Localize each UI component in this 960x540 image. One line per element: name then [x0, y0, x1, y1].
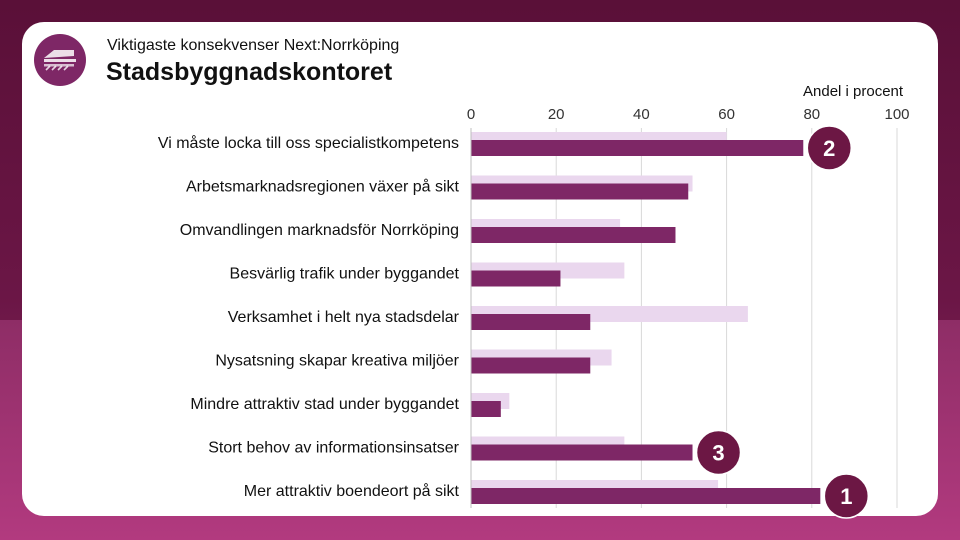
rank-badge-number: 3 — [712, 441, 724, 466]
rank-badge-number: 1 — [840, 484, 852, 509]
bar-value — [471, 357, 591, 374]
x-tick-label: 40 — [633, 106, 650, 123]
bar-value — [471, 270, 561, 287]
logo-icon — [34, 34, 86, 86]
bar-value — [471, 488, 821, 504]
bar-value — [471, 314, 591, 330]
x-axis-title: Andel i procent — [803, 83, 904, 100]
category-label: Stort behov av informationsinsatser — [208, 440, 459, 457]
bar-value — [471, 227, 676, 243]
x-tick-label: 100 — [884, 106, 909, 123]
x-tick-label: 80 — [803, 106, 820, 123]
bar-value — [471, 140, 804, 156]
category-label: Besvärlig trafik under byggandet — [230, 266, 460, 283]
category-label: Vi måste locka till oss specialistkompet… — [158, 134, 459, 152]
category-label: Mindre attraktiv stad under byggandet — [190, 396, 459, 413]
rank-badge — [695, 429, 742, 476]
slide-subtitle: Viktigaste konsekvenser Next:Norrköping — [107, 37, 400, 54]
category-label: Mer attraktiv boendeort på sikt — [244, 482, 460, 500]
bar-value — [471, 444, 693, 461]
x-tick-label: 60 — [718, 106, 735, 123]
rank-badge — [806, 125, 853, 171]
bar-value — [471, 401, 501, 417]
rank-badge — [823, 473, 870, 519]
x-tick-label: 0 — [467, 106, 475, 123]
category-label: Nysatsning skapar kreativa miljöer — [215, 353, 459, 370]
bar-value — [471, 183, 689, 200]
slide-title: Stadsbyggnadskontoret — [106, 58, 393, 86]
rank-badge-number: 2 — [823, 136, 835, 161]
category-label: Arbetsmarknadsregionen växer på sikt — [186, 178, 460, 196]
x-tick-label: 20 — [548, 106, 565, 123]
category-label: Omvandlingen marknadsför Norrköping — [180, 222, 459, 239]
category-label: Verksamhet i helt nya stadsdelar — [228, 309, 460, 326]
